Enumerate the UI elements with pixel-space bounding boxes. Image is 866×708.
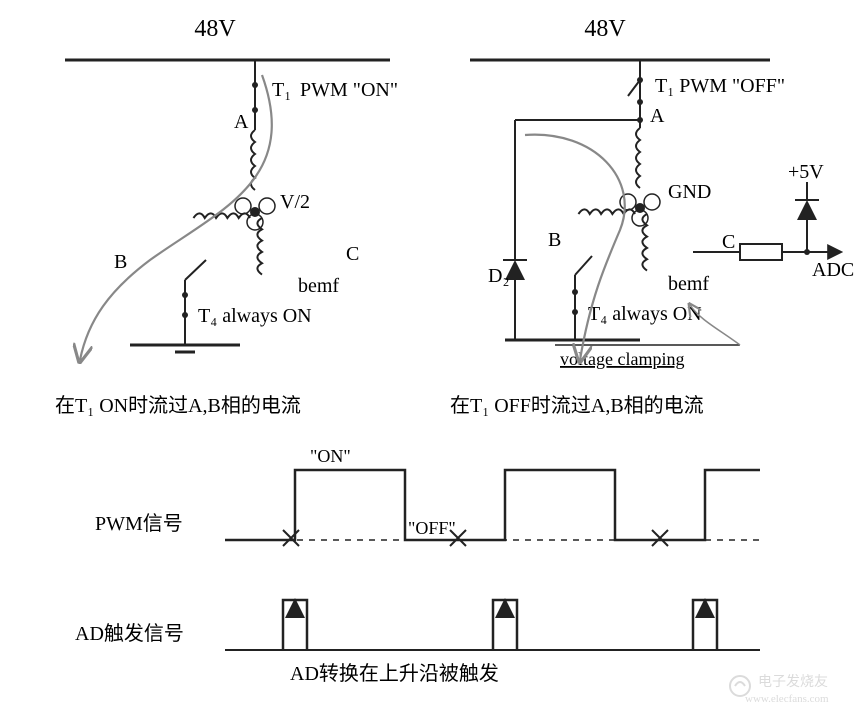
c-label: C xyxy=(346,243,359,265)
rail-voltage: 48V xyxy=(194,16,236,42)
a-label: A xyxy=(234,111,249,133)
x-marks xyxy=(283,530,668,546)
waveforms: PWM信号 "ON" "OFF" AD触发信号 AD转换在上升沿被触发 xyxy=(75,446,760,685)
watermark: 电子发烧友 www.elecfans.com xyxy=(730,674,829,705)
caption-left: 在T₁ ON时流过A,B相的电流 xyxy=(55,394,301,417)
t1-off: T₁ PWM "OFF" xyxy=(655,75,785,97)
clamp-label: voltage clamping xyxy=(560,349,684,369)
svg-text:电子发烧友: 电子发烧友 xyxy=(758,674,828,690)
coil-a-r xyxy=(636,128,640,188)
svg-text:www.elecfans.com: www.elecfans.com xyxy=(745,693,829,705)
v5-label: +5V xyxy=(788,161,824,183)
pwm-wave xyxy=(225,470,760,540)
on-label: "ON" xyxy=(310,446,351,466)
center-label: V/2 xyxy=(280,191,310,213)
caption-right: 在T₁ OFF时流过A,B相的电流 xyxy=(450,394,704,417)
diode-5v xyxy=(797,200,817,220)
rail-voltage-r: 48V xyxy=(584,16,626,42)
left-circuit: 48V T₁ PWM "ON" A V/2 B C bemf T₄ always… xyxy=(55,16,398,417)
bemf-r: bemf xyxy=(668,273,709,295)
adc-label: ADC xyxy=(812,259,854,281)
a-r: A xyxy=(650,105,665,127)
d2-label: D₂ xyxy=(488,265,509,287)
ad-label: AD触发信号 xyxy=(75,622,184,645)
t4-r: T₄ always ON xyxy=(588,303,702,325)
right-circuit: 48V T₁ PWM "OFF" A GND B C bemf T₄ alway… xyxy=(450,16,854,417)
gnd-label: GND xyxy=(668,181,711,203)
pwm-on-label: PWM "ON" xyxy=(300,79,398,101)
t4-label: T₄ always ON xyxy=(198,305,312,327)
bemf-label: bemf xyxy=(298,275,339,297)
resistor xyxy=(740,244,782,260)
ad-pulses xyxy=(283,600,717,650)
t1-label: T₁ xyxy=(272,79,291,101)
pwm-label: PWM信号 xyxy=(95,512,183,535)
c-r: C xyxy=(722,231,735,253)
off-label: "OFF" xyxy=(408,518,456,538)
b-label: B xyxy=(114,251,127,273)
b-r: B xyxy=(548,229,561,251)
ad-caption: AD转换在上升沿被触发 xyxy=(290,662,499,685)
